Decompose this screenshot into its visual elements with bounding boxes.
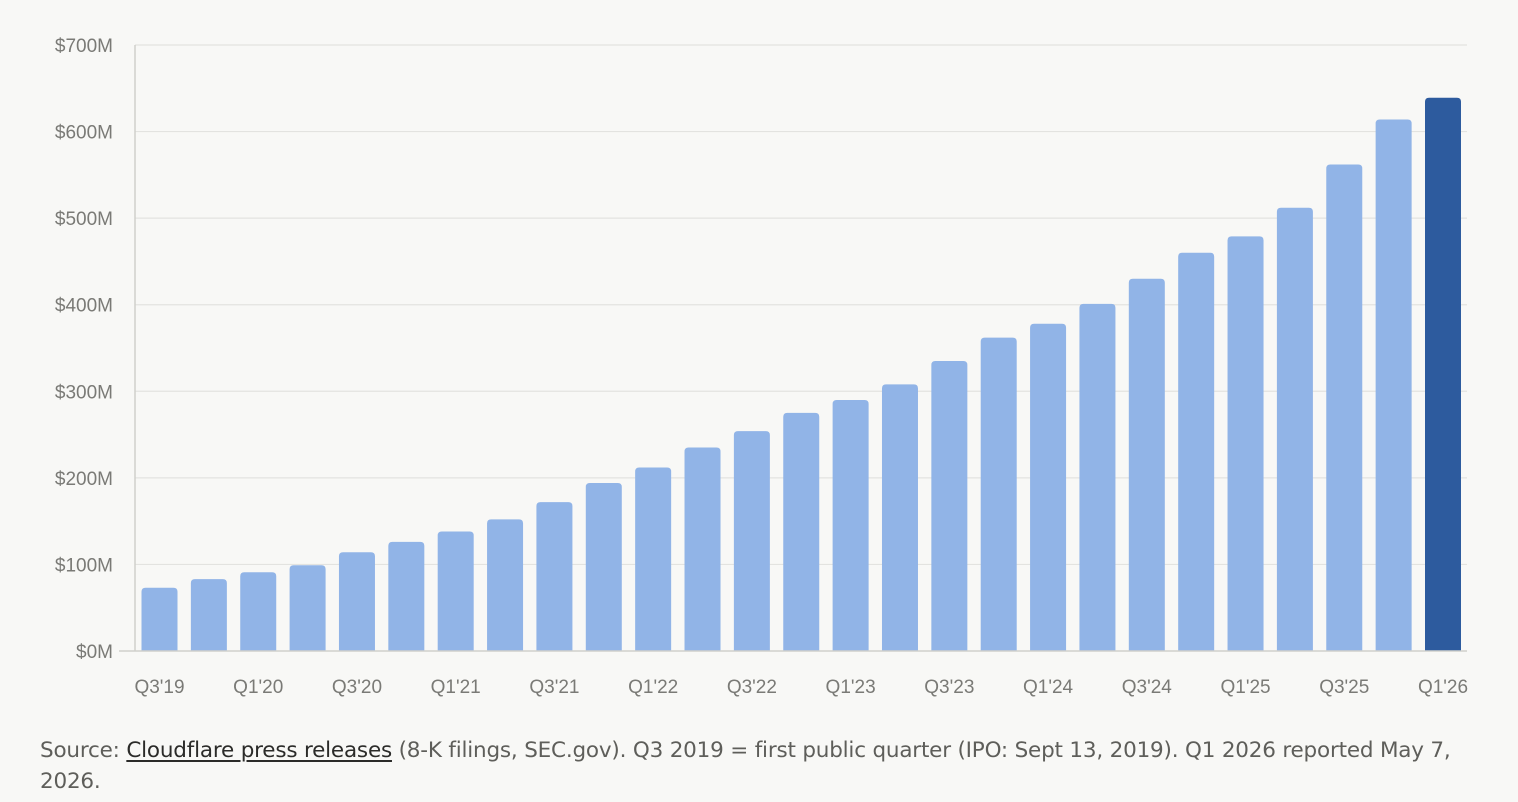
bar-q3-24 <box>1128 278 1165 651</box>
bar-q1-24 <box>1030 323 1067 651</box>
bar-q3-19 <box>141 587 178 651</box>
bar-q3-25 <box>1326 164 1363 651</box>
bar-q4-20 <box>388 541 425 651</box>
x-tick-label: Q1'24 <box>1023 677 1074 698</box>
grid-lines <box>135 44 1467 566</box>
bar-q1-22 <box>635 467 672 651</box>
bar-q3-23 <box>931 360 968 651</box>
bar-q2-23 <box>881 384 918 651</box>
source-prefix: Source: <box>40 738 127 763</box>
bar-q1-25 <box>1227 236 1264 651</box>
bar-q4-23 <box>980 337 1017 651</box>
bar-q4-22 <box>783 412 820 651</box>
source-suffix: (8-K filings, SEC.gov). Q3 2019 = first … <box>40 738 1451 794</box>
axes <box>119 45 1467 652</box>
bar-q2-20 <box>289 565 326 651</box>
bar-q1-26 <box>1425 97 1461 651</box>
x-tick-label: Q1'25 <box>1220 677 1270 698</box>
x-tick-label: Q3'20 <box>332 677 382 698</box>
source-link[interactable]: Cloudflare press releases <box>126 738 392 763</box>
x-tick-label: Q3'24 <box>1122 677 1173 698</box>
y-tick-label: $500M <box>55 209 113 230</box>
bars <box>141 97 1461 652</box>
bar-q4-21 <box>585 483 622 651</box>
bar-q3-22 <box>733 431 770 651</box>
x-tick-label: Q3'19 <box>134 677 184 698</box>
bar-q4-24 <box>1178 252 1215 651</box>
source-note: Source: Cloudflare press releases (8-K f… <box>40 735 1485 797</box>
y-tick-label: $0M <box>76 642 113 663</box>
bar-q2-22 <box>684 447 721 651</box>
y-tick-label: $100M <box>55 555 113 576</box>
x-tick-label: Q1'22 <box>628 677 678 698</box>
x-tick-label: Q3'25 <box>1319 677 1369 698</box>
x-tick-label: Q1'21 <box>431 677 481 698</box>
x-tick-label: Q1'23 <box>826 677 876 698</box>
bar-q4-19 <box>190 579 227 651</box>
y-tick-label: $300M <box>55 382 113 403</box>
bar-q1-23 <box>832 399 869 651</box>
x-tick-label: Q1'20 <box>233 677 283 698</box>
bar-q2-21 <box>487 519 524 651</box>
x-tick-label: Q3'21 <box>529 677 579 698</box>
x-tick-label: Q1'26 <box>1418 677 1468 698</box>
bar-q2-25 <box>1276 207 1313 652</box>
y-tick-label: $400M <box>55 296 113 317</box>
x-axis-labels: Q3'19 Q1'20 Q3'20 Q1'21 Q3'21 Q1'22 Q3'22 Q1'23… <box>134 677 1468 698</box>
bar-q3-20 <box>338 552 375 651</box>
bar-q2-24 <box>1079 303 1116 651</box>
revenue-bar-chart: $0M $100M $200M $300M $400M $500M $600M $700M Q… <box>55 36 1468 698</box>
x-tick-label: Q3'23 <box>924 677 974 698</box>
bar-q1-21 <box>437 531 474 651</box>
bar-q3-21 <box>536 502 573 651</box>
bar-q4-25 <box>1375 119 1412 652</box>
bar-q1-20 <box>240 572 277 651</box>
y-tick-label: $200M <box>55 469 113 490</box>
x-tick-label: Q3'22 <box>727 677 777 698</box>
y-tick-label: $600M <box>55 123 113 144</box>
y-tick-label: $700M <box>55 36 113 57</box>
y-axis-labels: $0M $100M $200M $300M $400M $500M $600M $700M <box>55 36 113 663</box>
